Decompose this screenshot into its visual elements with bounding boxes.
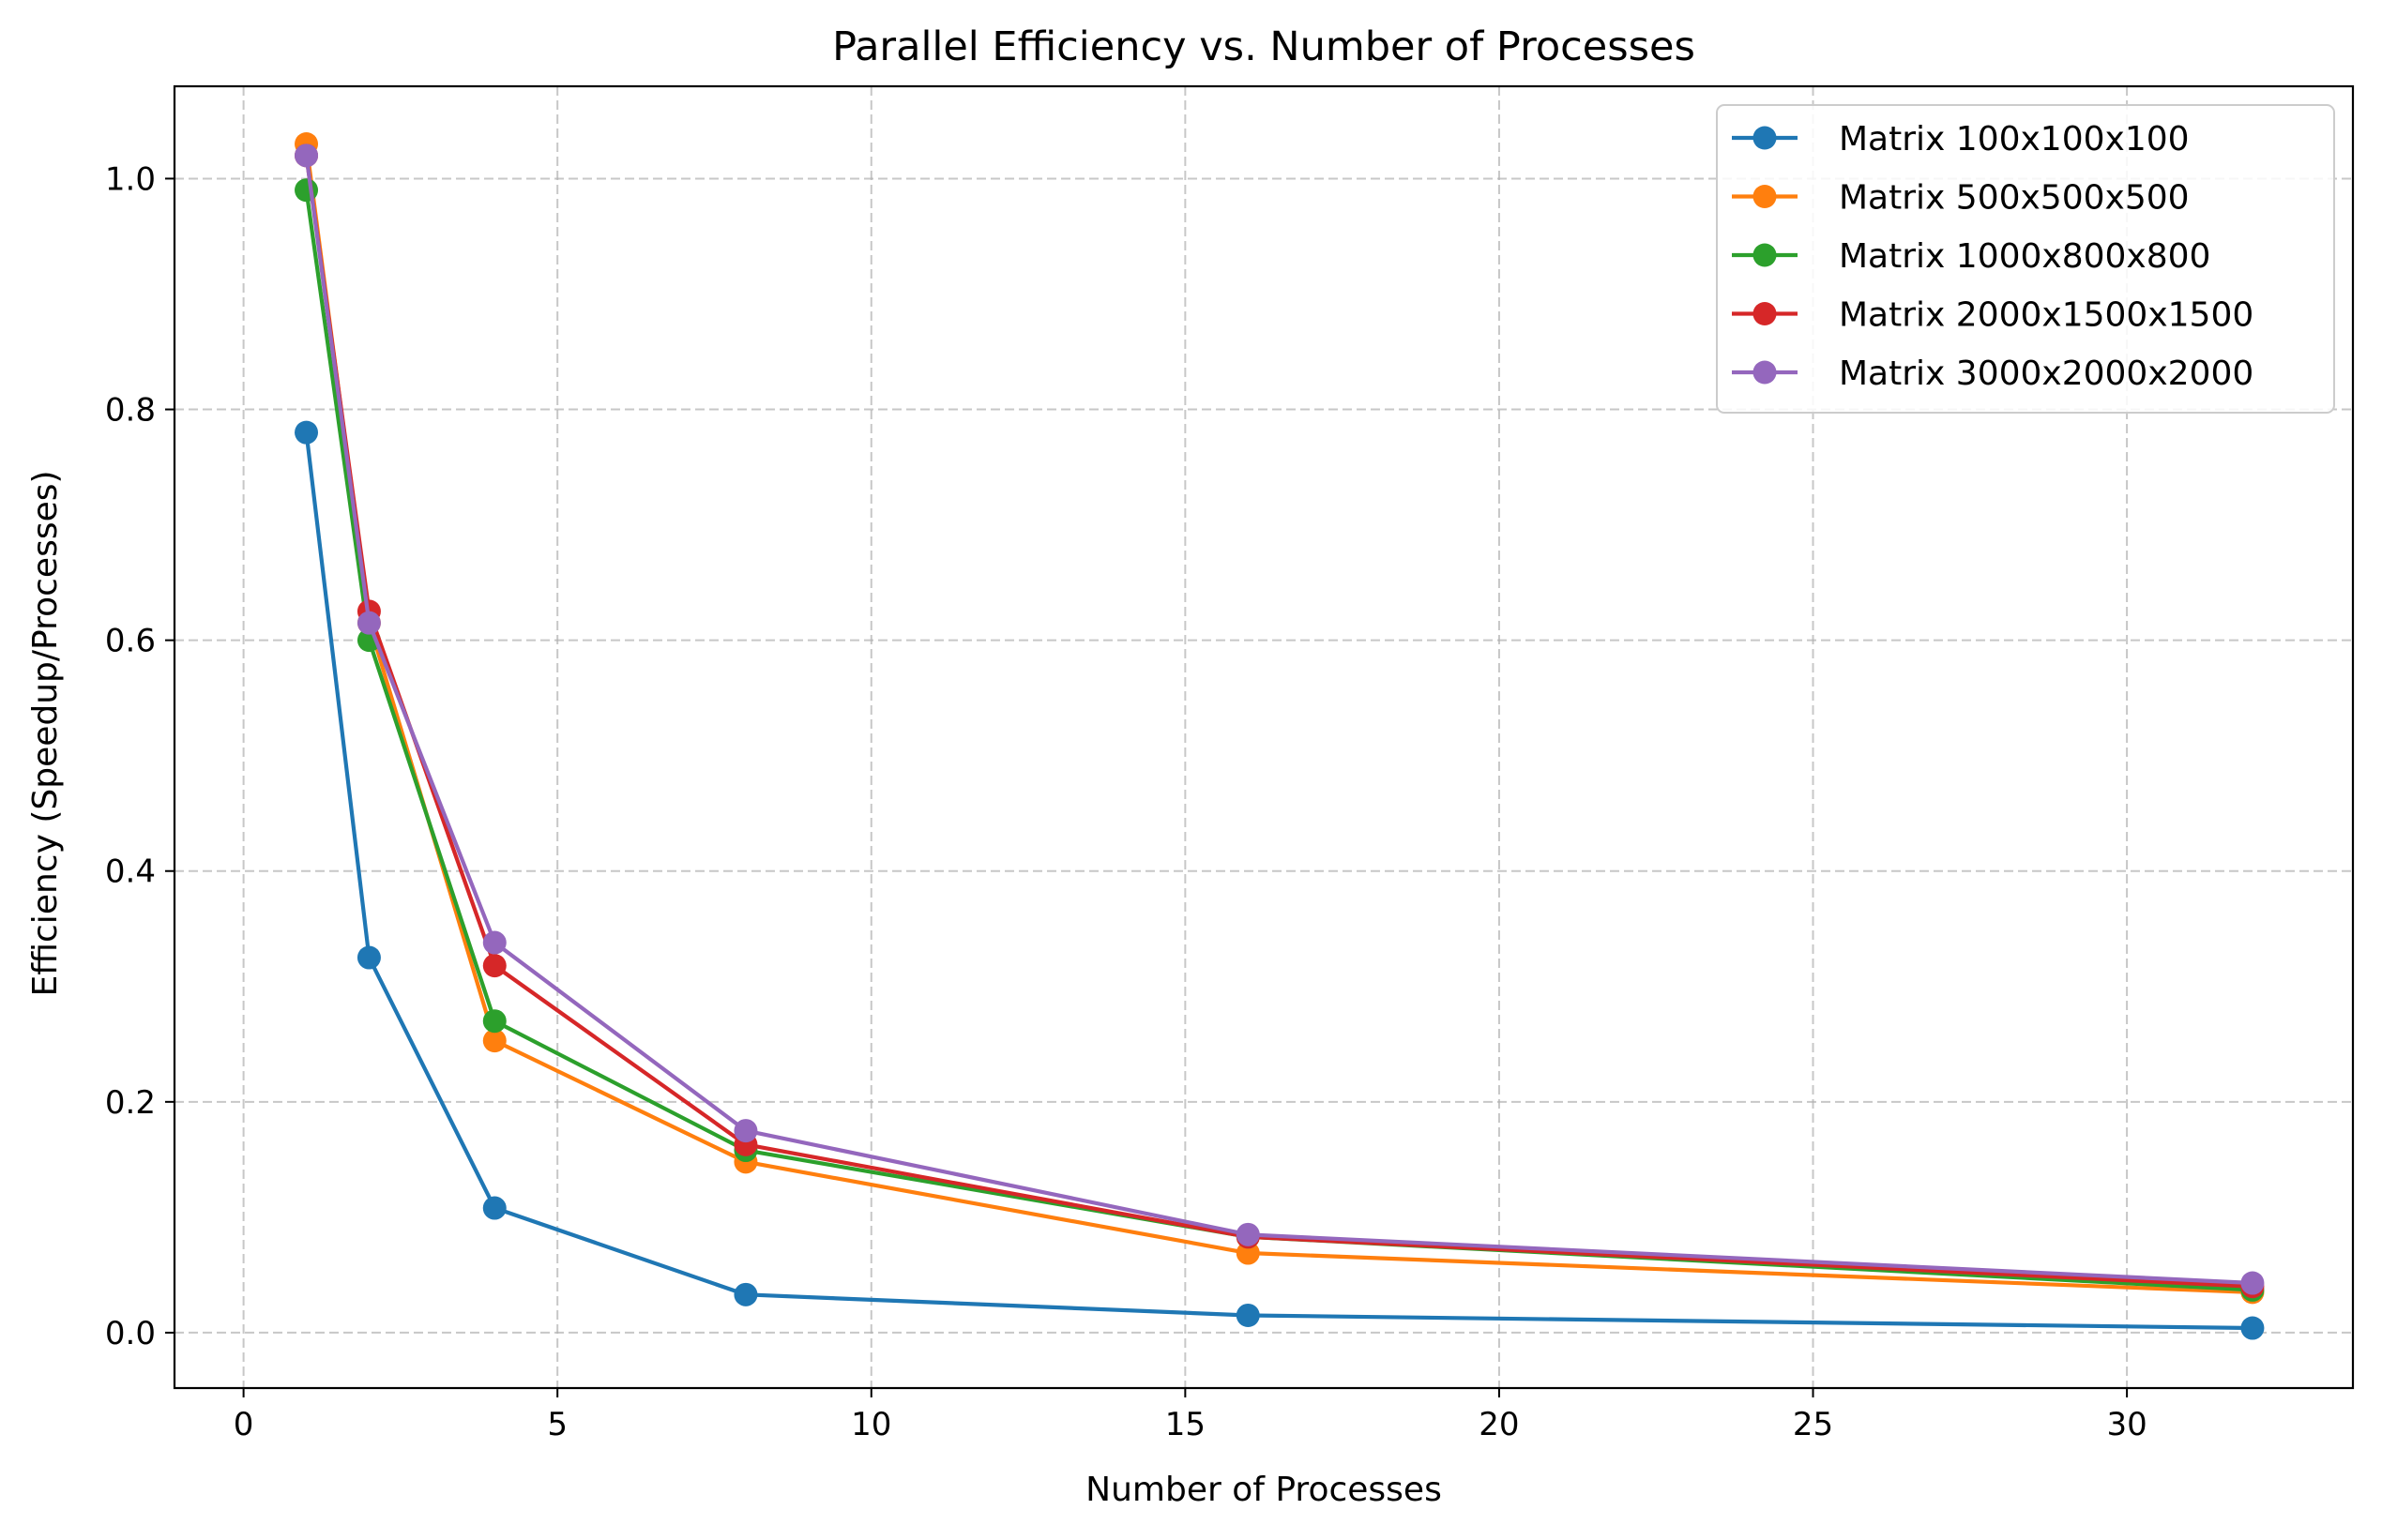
legend-label: Matrix 3000x2000x2000: [1839, 355, 2253, 393]
legend-label: Matrix 100x100x100: [1839, 120, 2190, 159]
x-tick-label: 15: [1165, 1406, 1206, 1443]
y-axis-label: Efficiency (Speedup/Processes): [26, 470, 65, 996]
data-point: [1236, 1303, 1260, 1327]
y-tick-label: 0.4: [105, 853, 156, 891]
x-tick-label: 10: [851, 1406, 891, 1443]
x-tick-label: 0: [234, 1406, 254, 1443]
legend-label: Matrix 1000x800x800: [1839, 237, 2210, 276]
legend-marker: [1752, 243, 1777, 267]
data-point: [2240, 1271, 2265, 1295]
series-group: [295, 143, 2265, 1295]
data-point: [1236, 1222, 1260, 1246]
legend-box: [1716, 104, 2335, 414]
x-tick-label: 25: [1793, 1406, 1833, 1443]
legend-marker: [1752, 302, 1777, 325]
legend-marker: [1752, 360, 1777, 385]
legend: Matrix 100x100x100 Matrix 500x500x500 Matr…: [1716, 104, 2335, 414]
data-point: [482, 930, 507, 955]
legend-item: Matrix 2000x1500x1500: [1732, 296, 2253, 335]
data-point: [482, 1009, 507, 1034]
x-tick-label: 5: [547, 1406, 568, 1443]
legend-marker: [1752, 185, 1777, 208]
data-point: [1236, 1241, 1260, 1265]
series-group: [295, 132, 2265, 1340]
plot-frame: [173, 84, 2355, 1390]
data-point: [482, 1029, 507, 1053]
legend-item: Matrix 100x100x100: [1732, 120, 2190, 159]
data-point: [295, 178, 319, 203]
y-tick-label: 0.8: [105, 392, 156, 430]
data-point: [2240, 1316, 2265, 1340]
data-point: [734, 1282, 758, 1306]
series-line: [304, 155, 2253, 1286]
legend-item: Matrix 1000x800x800: [1732, 237, 2210, 276]
x-axis-label: Number of Processes: [1085, 1471, 1442, 1509]
data-point: [482, 954, 507, 978]
data-point: [482, 1196, 507, 1220]
series-group: [295, 420, 2265, 1340]
x-tick-label: 30: [2106, 1406, 2147, 1443]
legend-item: Matrix 500x500x500: [1732, 179, 2190, 218]
data-point: [295, 420, 319, 445]
data-point: [734, 1119, 758, 1143]
y-tick-label: 0.6: [105, 623, 156, 660]
legend-item: Matrix 3000x2000x2000: [1732, 355, 2253, 393]
legend-marker: [1752, 126, 1777, 150]
legend-label: Matrix 500x500x500: [1839, 179, 2190, 218]
ticks: 0 5 10 15 20 25 30 0.0 0.2 0.4 0.6 0.8 1.0: [105, 160, 2147, 1443]
y-tick-label: 0.0: [105, 1315, 156, 1352]
legend-label: Matrix 2000x1500x1500: [1839, 296, 2253, 335]
series-line: [304, 431, 2253, 1331]
data-point: [357, 945, 381, 970]
chart-title: Parallel Efficiency vs. Number of Proces…: [832, 23, 1695, 70]
y-tick-label: 1.0: [105, 160, 156, 198]
y-tick-label: 0.2: [105, 1084, 156, 1122]
data-point: [357, 611, 381, 635]
data-point: [295, 143, 319, 168]
x-tick-label: 20: [1479, 1406, 1519, 1443]
